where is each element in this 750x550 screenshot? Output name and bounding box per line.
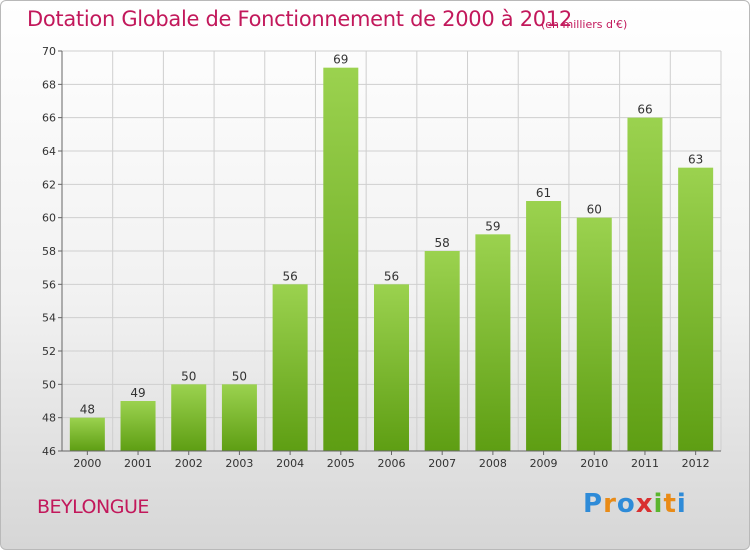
value-labels: 48 49 50 50 56 69 56 58 59 61 60 66 63 [80,53,704,417]
axes: 46 48 50 52 54 56 58 60 62 64 66 68 70 2000 2001 2002 20… [42,45,721,470]
y-tick-label: 56 [42,278,56,291]
x-tick-label: 2003 [225,457,253,470]
y-tick-label: 70 [42,45,56,58]
bar-2004 [272,284,308,451]
x-tick-label: 2005 [327,457,355,470]
proxiti-logo[interactable]: Proxiti [583,489,687,519]
y-tick-label: 64 [42,145,56,158]
y-tick-label: 54 [42,312,56,325]
y-tick-label: 60 [42,212,56,225]
bar-2008 [475,234,511,451]
x-tick-label: 2011 [631,457,659,470]
x-tick-label: 2012 [682,457,710,470]
y-tick-label: 62 [42,178,56,191]
y-tick-label: 66 [42,112,56,125]
logo-letter: i [653,489,664,519]
x-tick-label: 2002 [175,457,203,470]
x-tick-label: 2009 [530,457,558,470]
y-tick-label: 46 [42,445,56,458]
bar-2005 [323,67,359,452]
bar-2000 [69,417,105,451]
x-tick-label: 2000 [73,457,101,470]
y-tick-label: 50 [42,378,56,391]
x-tick-label: 2007 [428,457,456,470]
town-name: BEYLONGUE [37,496,149,518]
logo-letter: P [583,489,604,519]
y-tick-label: 58 [42,245,56,258]
bar-2007 [424,251,460,451]
bar-2003 [221,384,257,451]
y-tick-label: 48 [42,412,56,425]
logo-letter: o [616,489,636,519]
bar-2002 [171,384,207,451]
value-label-2001: 49 [130,386,145,400]
value-label-2008: 59 [485,219,500,233]
value-label-2011: 66 [637,103,652,117]
bar-2009 [526,201,562,451]
chart-title: Dotation Globale de Fonctionnement de 20… [27,7,572,31]
bar-2006 [374,284,409,451]
logo-letter: x [635,489,654,519]
bar-2010 [576,217,612,451]
y-tick-label: 52 [42,345,56,358]
bars [69,67,714,452]
bar-2011 [627,117,663,452]
x-tick-label: 2008 [479,457,507,470]
value-label-2007: 58 [435,236,450,250]
value-label-2004: 56 [282,269,297,283]
bar-2001 [120,401,156,451]
x-tick-label: 2010 [580,457,608,470]
value-label-2012: 63 [688,153,703,167]
value-label-2005: 69 [333,53,348,67]
chart-unit: (en milliers d'€) [541,18,628,31]
value-label-2009: 61 [536,186,551,200]
value-label-2006: 56 [384,269,399,283]
x-tick-label: 2006 [378,457,406,470]
value-label-2003: 50 [232,369,247,383]
value-label-2000: 48 [80,403,95,417]
y-tick-label: 68 [42,78,56,91]
value-label-2002: 50 [181,369,196,383]
logo-letter: r [603,489,617,519]
bar-2012 [678,167,714,451]
x-tick-label: 2004 [276,457,304,470]
value-label-2010: 60 [587,203,602,217]
logo-letter: t [663,489,677,519]
x-tick-label: 2001 [124,457,152,470]
logo-letter: i [676,489,687,519]
